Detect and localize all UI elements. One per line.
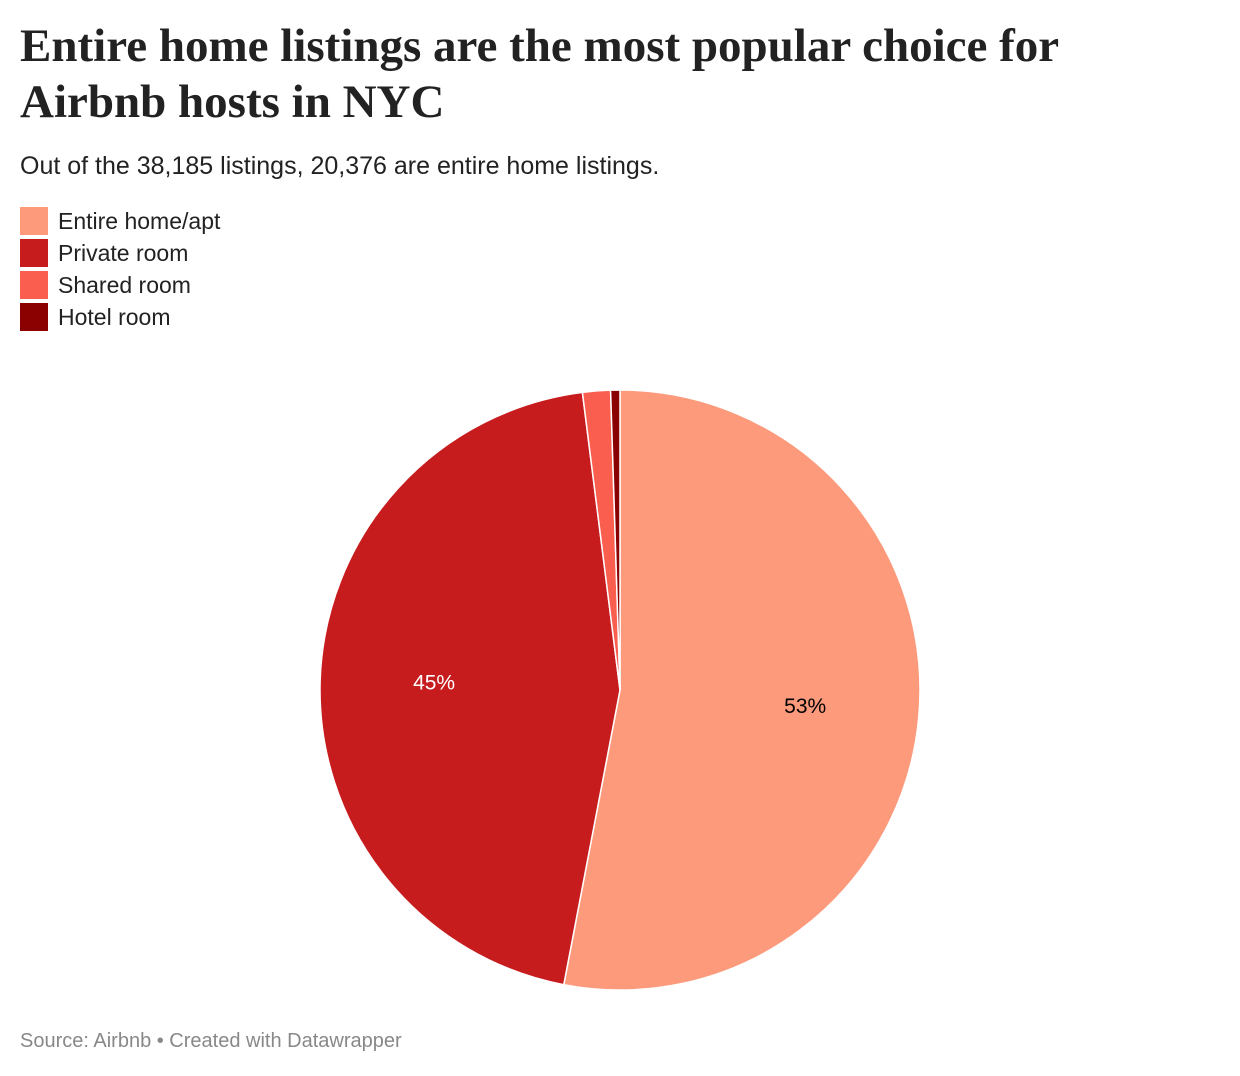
legend-swatch <box>20 207 48 235</box>
legend-swatch <box>20 303 48 331</box>
data-label: 45% <box>413 672 455 695</box>
legend-item: Hotel room <box>20 301 220 333</box>
chart: 53% 45% <box>319 389 921 991</box>
legend-item: Private room <box>20 237 220 269</box>
pie-slice <box>609 389 621 691</box>
legend-label: Hotel room <box>58 303 171 330</box>
pie-slice <box>562 389 921 991</box>
pie-slice <box>319 391 621 986</box>
legend-label: Shared room <box>58 271 191 298</box>
legend-label: Entire home/apt <box>58 207 221 234</box>
source-note: Source: Airbnb • Created with Datawrappe… <box>20 1030 402 1052</box>
legend-swatch <box>20 271 48 299</box>
legend-item: Entire home/apt <box>20 205 220 237</box>
data-label: 53% <box>784 695 826 718</box>
chart-title: Entire home listings are the most popula… <box>20 20 1059 128</box>
legend-item: Shared room <box>20 269 220 301</box>
legend: Entire home/apt Private room Shared room Ho… <box>20 205 220 333</box>
chart-subtitle: Out of the 38,185 listings, 20,376 are e… <box>20 152 660 180</box>
legend-label: Private room <box>58 239 189 266</box>
legend-swatch <box>20 239 48 267</box>
